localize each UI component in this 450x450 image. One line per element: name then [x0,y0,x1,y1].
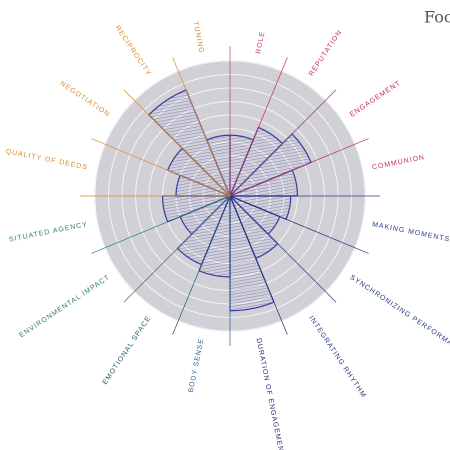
divider [91,195,231,254]
divider [123,195,231,303]
divider [229,89,337,197]
category-label: ROLE [255,31,266,55]
divider [229,195,369,254]
divider [229,138,369,197]
divider [229,195,337,303]
divider [91,138,231,197]
divider [172,57,231,197]
divider [229,195,288,335]
divider [123,89,231,197]
divider [229,57,288,197]
divider [172,195,231,335]
note: Foo [424,8,450,27]
